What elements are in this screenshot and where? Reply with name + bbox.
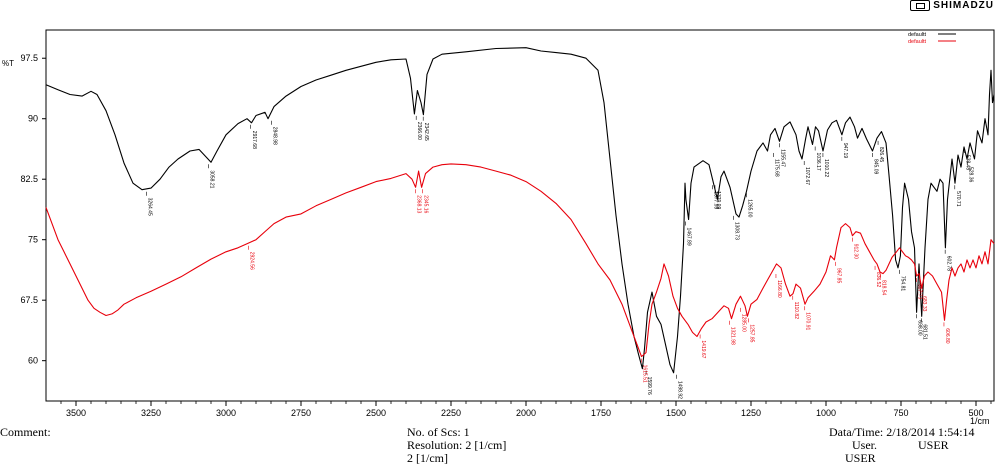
peak-label: 967.85 xyxy=(836,268,842,284)
x-tick-label: 2750 xyxy=(291,408,311,418)
peak-label: 1265.00 xyxy=(746,199,752,217)
peak-label: 1175.68 xyxy=(773,159,779,177)
y-tick-label: 75 xyxy=(28,235,38,245)
peak-label: 2368.13 xyxy=(416,195,422,213)
legend-entry-2: defaultt xyxy=(908,39,927,45)
y-axis-label: %T xyxy=(2,59,14,68)
x-axis-label: 1/cm xyxy=(970,416,990,425)
x-tick-label: 3250 xyxy=(141,408,161,418)
peak-label: 1110.82 xyxy=(793,302,799,320)
peak-label: 1036.17 xyxy=(815,153,821,171)
peak-label: 681.51 xyxy=(921,324,927,340)
x-tick-label: 1000 xyxy=(816,408,836,418)
x-tick-label: 750 xyxy=(893,408,908,418)
user-label: User. xyxy=(852,438,877,452)
peak-label: 1467.89 xyxy=(686,228,692,246)
peak-label: 1377.99 xyxy=(713,191,719,209)
x-tick-label: 1750 xyxy=(591,408,611,418)
x-tick-label: 3000 xyxy=(216,408,236,418)
peak-label: 754.81 xyxy=(900,276,906,292)
peak-label: 2345.16 xyxy=(423,195,429,213)
peak-label: 1010.22 xyxy=(823,159,829,177)
series-line-2 xyxy=(45,163,995,358)
resolution-secondary: 2 [1/cm] xyxy=(407,451,448,465)
y-tick-label: 90 xyxy=(28,114,38,124)
peak-label: 1257.85 xyxy=(749,324,755,342)
peak-label: 1615.51 xyxy=(641,365,647,383)
x-tick-label: 2000 xyxy=(516,408,536,418)
peak-label: 912.30 xyxy=(852,244,858,260)
peak-label: 1070.91 xyxy=(805,312,811,330)
peak-label: 602.78 xyxy=(945,256,951,272)
y-tick-label: 82.5 xyxy=(20,174,38,184)
y-tick-label: 67.5 xyxy=(20,295,38,305)
user-value-secondary: USER xyxy=(845,451,876,465)
y-tick-label: 97.5 xyxy=(20,53,38,63)
ir-spectrum-chart: 3500 3250 3000 2750 2500 2250 2000 1750 1500 1250… xyxy=(2,29,995,425)
peak-label: 697.73 xyxy=(917,284,923,300)
peak-label: 683.33 xyxy=(921,296,927,312)
peak-label: 1166.80 xyxy=(776,280,782,298)
peak-label: 1321.98 xyxy=(729,327,735,345)
x-tick-label: 1500 xyxy=(666,408,686,418)
peak-label: 2917.68 xyxy=(251,131,257,149)
peak-label: 2848.98 xyxy=(271,127,277,145)
peak-label: 836.52 xyxy=(875,272,881,288)
peak-label: 1419.67 xyxy=(700,340,706,358)
peak-label: 1498.92 xyxy=(676,381,682,399)
peak-label: 1155.47 xyxy=(779,149,785,167)
scans-count: No. of Scs: 1 xyxy=(407,425,470,439)
brand: SHIMADZU xyxy=(910,0,994,11)
x-tick-label: 2250 xyxy=(441,408,461,418)
user-value: USER xyxy=(918,438,949,452)
peak-label: 1370.09 xyxy=(715,191,721,209)
peak-label: 1308.73 xyxy=(733,222,739,240)
brand-name: SHIMADZU xyxy=(933,0,994,11)
legend-entry-1: defaultt xyxy=(908,32,927,38)
peak-label: 3264.45 xyxy=(147,198,153,216)
peak-label: 826.45 xyxy=(878,147,884,163)
peak-label: 947.19 xyxy=(842,143,848,159)
peak-label: 845.09 xyxy=(873,159,879,175)
x-tick-label: 2500 xyxy=(366,408,386,418)
peak-label: 698.00 xyxy=(917,320,923,336)
peak-label: 818.54 xyxy=(880,280,886,296)
x-tick-label: 3500 xyxy=(66,408,86,418)
peak-label: 2924.56 xyxy=(249,252,255,270)
resolution: Resolution: 2 [1/cm] xyxy=(407,438,507,452)
peak-label: 2366.00 xyxy=(416,122,422,140)
shimadzu-logo-icon xyxy=(910,0,931,11)
peak-label: 1072.67 xyxy=(804,167,810,185)
comment-label: Comment: xyxy=(0,425,51,439)
date-time: Data/Time: 2/18/2014 1:54:14 xyxy=(829,425,975,439)
x-tick-label: 500 xyxy=(968,408,983,418)
peak-label: 528.36 xyxy=(967,167,973,183)
series-line-1 xyxy=(45,47,995,374)
peak-label: 606.80 xyxy=(944,328,950,344)
peak-label: 570.71 xyxy=(955,191,961,207)
peak-label: 1285.00 xyxy=(740,314,746,332)
y-tick-label: 60 xyxy=(28,356,38,366)
peak-label: 2342.65 xyxy=(423,123,429,141)
peak-label: 3058.21 xyxy=(209,170,215,188)
plot-frame xyxy=(45,29,995,402)
peak-label: 1599.76 xyxy=(646,377,652,395)
x-tick-label: 1250 xyxy=(741,408,761,418)
